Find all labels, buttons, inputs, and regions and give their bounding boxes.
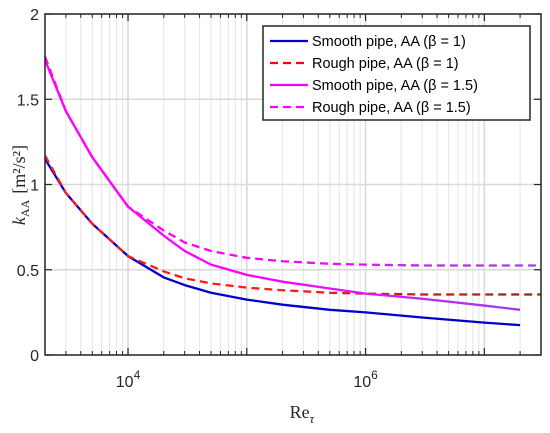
x-tick-labels: 104 106 <box>116 368 378 391</box>
y-tick-label: 0.5 <box>17 263 39 280</box>
y-axis-label-main: k <box>9 216 29 225</box>
series-line-2 <box>43 154 541 296</box>
y-axis-label: kAA [m²/s²] <box>9 145 32 225</box>
series-layer <box>43 56 541 327</box>
y-tick-labels: 0 0.5 1 1.5 2 <box>17 7 39 365</box>
plot-frame <box>44 13 542 356</box>
x-tick-label: 104 <box>116 368 141 391</box>
x-axis-label-main: Re <box>290 402 310 422</box>
y-tick-label: 2 <box>30 7 39 24</box>
legend-label: Rough pipe, AA (β = 1.5) <box>312 100 471 116</box>
y-tick-label: 0 <box>30 348 39 365</box>
legend: Smooth pipe, AA (β = 1) Rough pipe, AA (β… <box>262 25 531 121</box>
x-tick-label-exponent: 6 <box>371 368 378 382</box>
series-line-4 <box>43 56 541 267</box>
legend-label: Rough pipe, AA (β = 1) <box>312 56 459 72</box>
x-tick-label: 106 <box>353 368 378 391</box>
y-tick-label: 1.5 <box>17 92 39 109</box>
x-axis-label-sub: τ <box>310 411 316 426</box>
x-axis-label: Reτ <box>290 402 316 426</box>
legend-label: Smooth pipe, AA (β = 1) <box>312 34 466 50</box>
y-axis-label-unit: [m²/s²] <box>9 145 29 194</box>
x-tick-label-exponent: 4 <box>134 368 141 382</box>
x-tick-label-base: 10 <box>353 374 371 391</box>
x-tick-label-base: 10 <box>116 374 134 391</box>
y-axis-label-sub: AA <box>18 199 32 217</box>
legend-label: Smooth pipe, AA (β = 1.5) <box>312 78 478 94</box>
y-tick-label: 1 <box>30 178 39 195</box>
